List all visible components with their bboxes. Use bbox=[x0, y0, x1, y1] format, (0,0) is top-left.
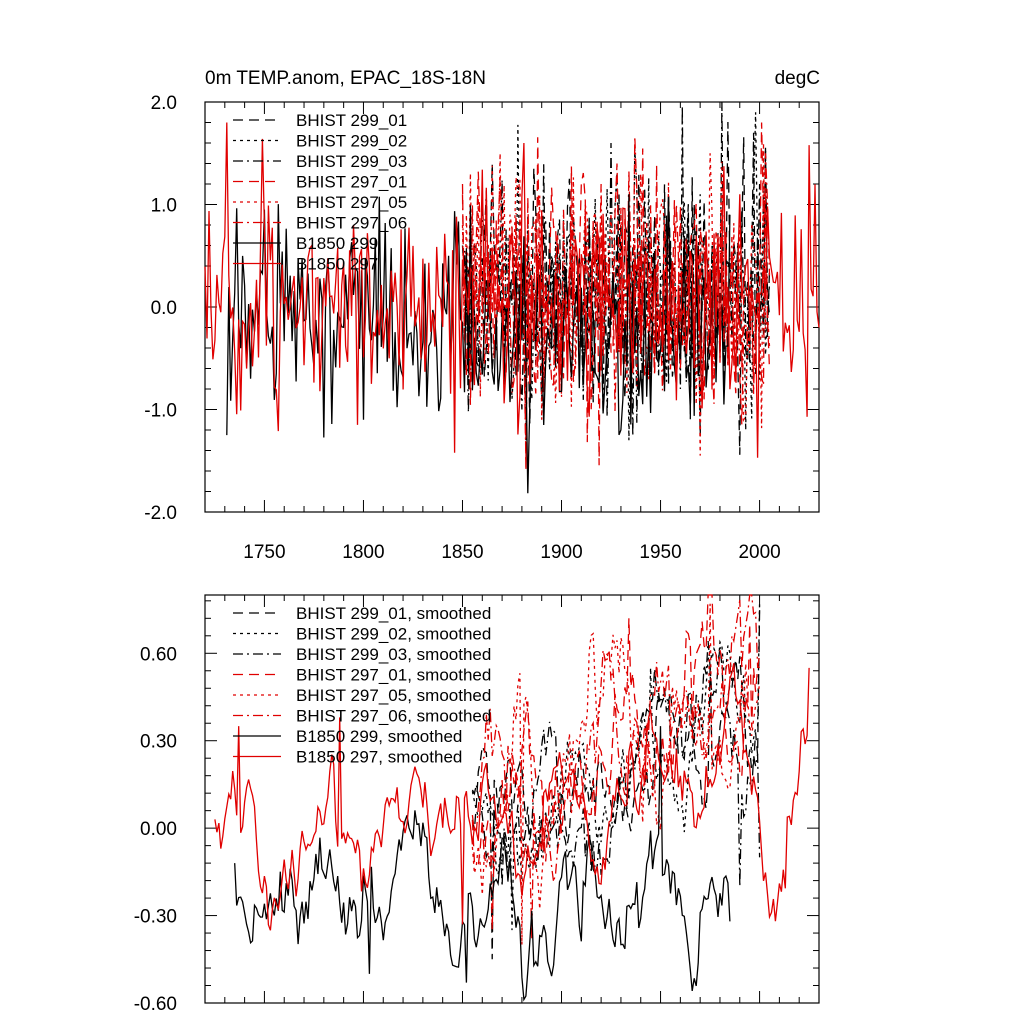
series-line-b1850-297-smoothed bbox=[214, 663, 810, 931]
x-tick-label: 1850 bbox=[441, 542, 483, 563]
series-line-bhist-297-05 bbox=[461, 142, 771, 456]
legend-label: B1850 297 bbox=[296, 255, 378, 274]
top-ticks: 1750 1800 1850 1900 1950 2000 2.0 1.0 0.0 -1.0 -2.… bbox=[144, 93, 819, 563]
top-panel-title: 0m TEMP.anom, EPAC_18S-18N bbox=[205, 68, 486, 89]
legend-label: B1850 299 bbox=[296, 234, 378, 253]
series-line-b1850-299-smoothed bbox=[234, 726, 731, 1002]
y-tick-label: -2.0 bbox=[144, 503, 177, 524]
series-line-bhist-299-01 bbox=[461, 121, 771, 455]
top-panel: 0m TEMP.anom, EPAC_18S-18N degC 1750 1800… bbox=[144, 68, 820, 563]
series-line-b1850-297 bbox=[204, 122, 820, 458]
bottom-ticks: 0.60 0.30 0.00 -0.30 -0.60 bbox=[134, 595, 819, 1015]
y-tick-label: 2.0 bbox=[151, 93, 177, 114]
top-series bbox=[204, 101, 820, 494]
bottom-legend: BHIST 299_01, smoothed BHIST 299_02, smoo… bbox=[233, 604, 491, 767]
x-tick-label: 1900 bbox=[540, 542, 582, 563]
legend-label: B1850 299, smoothed bbox=[296, 727, 462, 746]
top-panel-units: degC bbox=[775, 68, 820, 89]
x-tick-label: 2000 bbox=[738, 542, 780, 563]
legend-label: BHIST 299_03, smoothed bbox=[296, 645, 491, 664]
y-tick-label: 1.0 bbox=[151, 196, 177, 217]
series-line-bhist-297-06-smoothed bbox=[471, 594, 761, 939]
series-line-bhist-299-03-smoothed bbox=[471, 641, 761, 887]
y-tick-label: -1.0 bbox=[144, 401, 177, 422]
bottom-series bbox=[214, 594, 810, 1002]
legend-label: BHIST 297_05, smoothed bbox=[296, 686, 491, 705]
legend-label: BHIST 299_01, smoothed bbox=[296, 604, 491, 623]
legend-label: BHIST 297_01 bbox=[296, 173, 407, 192]
legend-label: BHIST 297_05 bbox=[296, 193, 407, 212]
legend-label: BHIST 297_01, smoothed bbox=[296, 666, 491, 685]
legend-label: BHIST 299_03 bbox=[296, 152, 407, 171]
x-tick-label: 1950 bbox=[639, 542, 681, 563]
y-tick-label: -0.60 bbox=[134, 994, 177, 1015]
x-tick-label: 1750 bbox=[243, 542, 285, 563]
bottom-plot-frame bbox=[204, 594, 820, 1004]
legend-label: BHIST 297_06, smoothed bbox=[296, 707, 491, 726]
bottom-panel: 0.60 0.30 0.00 -0.30 -0.60 BHIST 299_01, smo… bbox=[134, 594, 820, 1015]
legend-label: BHIST 299_01 bbox=[296, 111, 407, 130]
series-line-bhist-299-02-smoothed bbox=[471, 600, 761, 931]
legend-label: B1850 297, smoothed bbox=[296, 748, 462, 767]
y-tick-label: 0.60 bbox=[140, 644, 177, 665]
legend-label: BHIST 297_06 bbox=[296, 214, 407, 233]
legend-label: BHIST 299_02, smoothed bbox=[296, 625, 491, 644]
series-line-b1850-299 bbox=[226, 194, 731, 494]
legend-label: BHIST 299_02 bbox=[296, 132, 407, 151]
x-tick-label: 1800 bbox=[342, 542, 384, 563]
series-line-bhist-297-05-smoothed bbox=[471, 603, 761, 945]
y-tick-label: 0.30 bbox=[140, 732, 177, 753]
y-tick-label: 0.00 bbox=[140, 819, 177, 840]
y-tick-label: 0.0 bbox=[151, 298, 177, 319]
y-tick-label: -0.30 bbox=[134, 907, 177, 928]
